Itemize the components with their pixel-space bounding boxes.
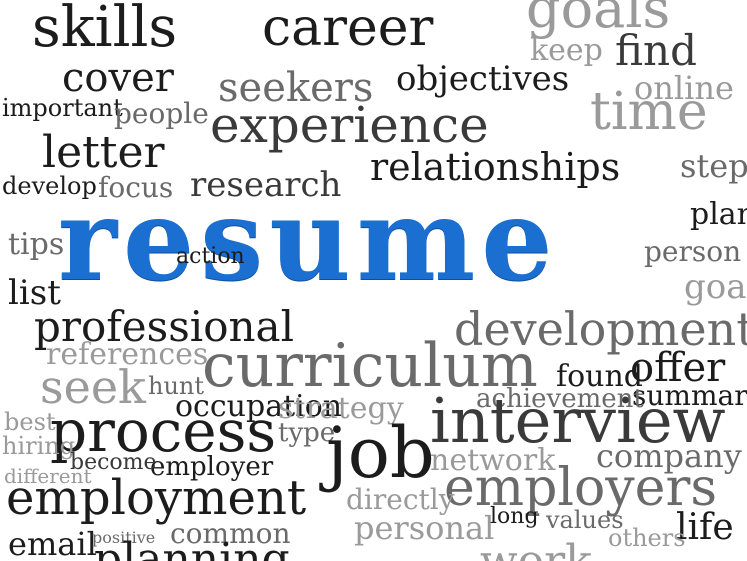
- word-develop: develop: [2, 172, 97, 200]
- word-job: job: [326, 412, 435, 494]
- word-goal: goal: [684, 267, 747, 307]
- word-process: process: [50, 397, 277, 465]
- word-directly: directly: [346, 483, 455, 516]
- word-list: list: [8, 273, 61, 313]
- word-experience: experience: [210, 96, 489, 154]
- word-values: values: [546, 506, 624, 534]
- word-employers: employers: [444, 458, 717, 518]
- word-employer: employer: [150, 452, 274, 482]
- word-personal: personal: [354, 509, 495, 547]
- word-cover: cover: [62, 55, 174, 101]
- word-others: others: [608, 524, 686, 552]
- word-step: step: [680, 147, 747, 185]
- word-common: common: [170, 517, 291, 550]
- word-achievement: achievement: [476, 384, 644, 414]
- word-research: research: [190, 165, 342, 205]
- word-person: person: [644, 235, 742, 268]
- word-summary: summary: [632, 379, 747, 412]
- word-different: different: [4, 464, 92, 488]
- word-important: important: [2, 94, 123, 122]
- word-strategy: strategy: [278, 391, 404, 426]
- word-people: people: [114, 97, 209, 130]
- word-tips: tips: [8, 227, 65, 262]
- word-occupation: occupation: [175, 389, 343, 424]
- word-objectives: objectives: [396, 59, 570, 99]
- word-find: find: [615, 26, 697, 75]
- word-keep: keep: [530, 33, 603, 68]
- word-resume: resume: [58, 175, 559, 306]
- word-professional: professional: [34, 302, 294, 351]
- word-interview: interview: [430, 384, 726, 457]
- word-references: references: [46, 337, 209, 372]
- word-network: network: [430, 443, 556, 478]
- word-best: best: [4, 408, 56, 436]
- word-hiring: hiring: [2, 432, 76, 460]
- word-positive: positive: [92, 528, 156, 547]
- word-work: work: [480, 540, 592, 561]
- word-action: action: [176, 244, 245, 269]
- word-seekers: seekers: [218, 65, 374, 111]
- word-seek: seek: [40, 360, 146, 414]
- word-curriculum: curriculum: [202, 331, 538, 401]
- word-type: type: [278, 418, 336, 448]
- word-online: online: [634, 69, 734, 107]
- word-found: found: [556, 359, 644, 394]
- word-become: become: [70, 450, 157, 475]
- word-life: life: [676, 507, 734, 548]
- word-email: email: [8, 525, 97, 561]
- word-company: company: [596, 437, 742, 475]
- word-plan: plan: [690, 197, 747, 232]
- word-planning: planning: [94, 534, 290, 561]
- word-offer: offer: [630, 345, 726, 391]
- word-employment: employment: [6, 470, 307, 526]
- word-development: development: [454, 302, 747, 356]
- word-career: career: [262, 0, 434, 58]
- word-letter: letter: [42, 127, 165, 178]
- word-long: long: [490, 504, 539, 529]
- word-focus: focus: [98, 171, 174, 204]
- word-skills: skills: [32, 0, 178, 60]
- word-time: time: [590, 82, 708, 142]
- word-hunt: hunt: [148, 372, 205, 400]
- word-relationships: relationships: [370, 145, 621, 189]
- word-goals: goals: [526, 0, 671, 40]
